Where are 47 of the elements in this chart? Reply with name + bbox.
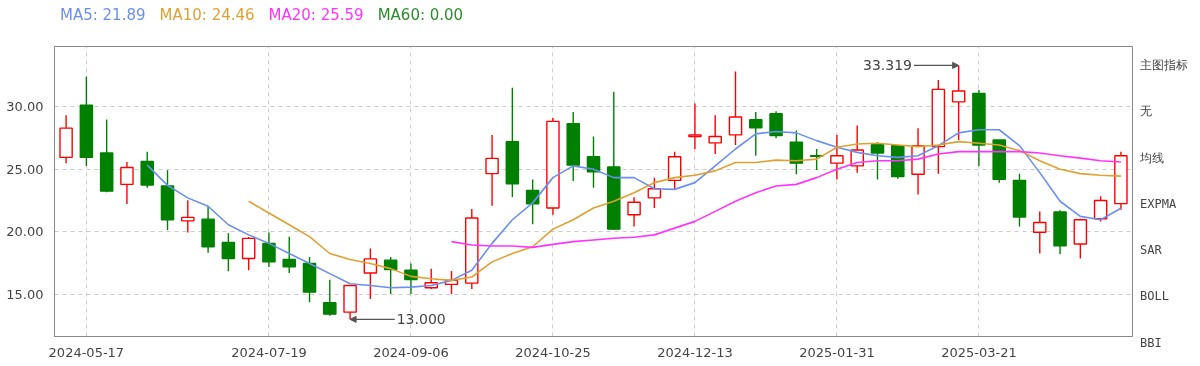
candlestick xyxy=(647,176,662,209)
text: SAR xyxy=(1140,242,1163,260)
annotation: 13.000 xyxy=(396,311,446,328)
x-tick-label: 2024-09-06 xyxy=(373,344,449,360)
line-series xyxy=(450,150,1122,249)
text: 主图指标 xyxy=(1140,57,1188,74)
y-tick-label: 15.00 xyxy=(6,286,44,302)
candlestick xyxy=(485,134,499,207)
text: BOLL xyxy=(1140,288,1170,306)
candlestick xyxy=(830,134,844,181)
candlestick xyxy=(1032,210,1047,255)
candlestick xyxy=(708,114,722,155)
candlestick xyxy=(748,111,763,157)
annotation: 33.319 xyxy=(863,57,913,74)
candlestick xyxy=(140,150,155,189)
candlestick xyxy=(282,235,297,274)
text: MA10: 24.46 xyxy=(159,6,255,24)
candlestick xyxy=(627,196,641,228)
candlestick xyxy=(870,141,885,181)
candlestick xyxy=(181,199,195,234)
y-tick-label: 25.00 xyxy=(6,161,44,177)
y-tick-label: 30.00 xyxy=(6,99,44,115)
text: MA5: 21.89 xyxy=(60,6,146,24)
text: BBI xyxy=(1140,334,1163,352)
candlestick xyxy=(728,70,743,146)
candlestick xyxy=(221,232,236,272)
legend-label: MA60: 0.00 xyxy=(377,6,464,24)
x-tick-label: 2024-10-25 xyxy=(515,344,591,360)
candlestick xyxy=(262,231,276,268)
text: 无 xyxy=(1140,103,1153,121)
x-tick-label: 2024-07-19 xyxy=(231,344,307,360)
candlestick xyxy=(789,129,804,175)
candlestick xyxy=(951,64,966,141)
text: 均线 xyxy=(1140,149,1165,167)
candlestick xyxy=(241,236,256,271)
x-tick-label: 2024-12-13 xyxy=(657,344,733,360)
x-tick-label: 2025-03-21 xyxy=(941,344,1017,360)
candlestick xyxy=(667,150,682,191)
x-tick-label: 2024-05-17 xyxy=(48,344,125,360)
candlestick xyxy=(323,279,337,317)
x-tick-label: 2025-01-31 xyxy=(799,344,875,360)
text: EXPMA xyxy=(1140,195,1178,213)
candlestick xyxy=(769,110,783,139)
candlestick xyxy=(688,102,702,150)
text: MA20: 25.59 xyxy=(268,6,364,24)
candlestick xyxy=(120,161,134,205)
y-tick-label: 20.00 xyxy=(6,224,44,240)
